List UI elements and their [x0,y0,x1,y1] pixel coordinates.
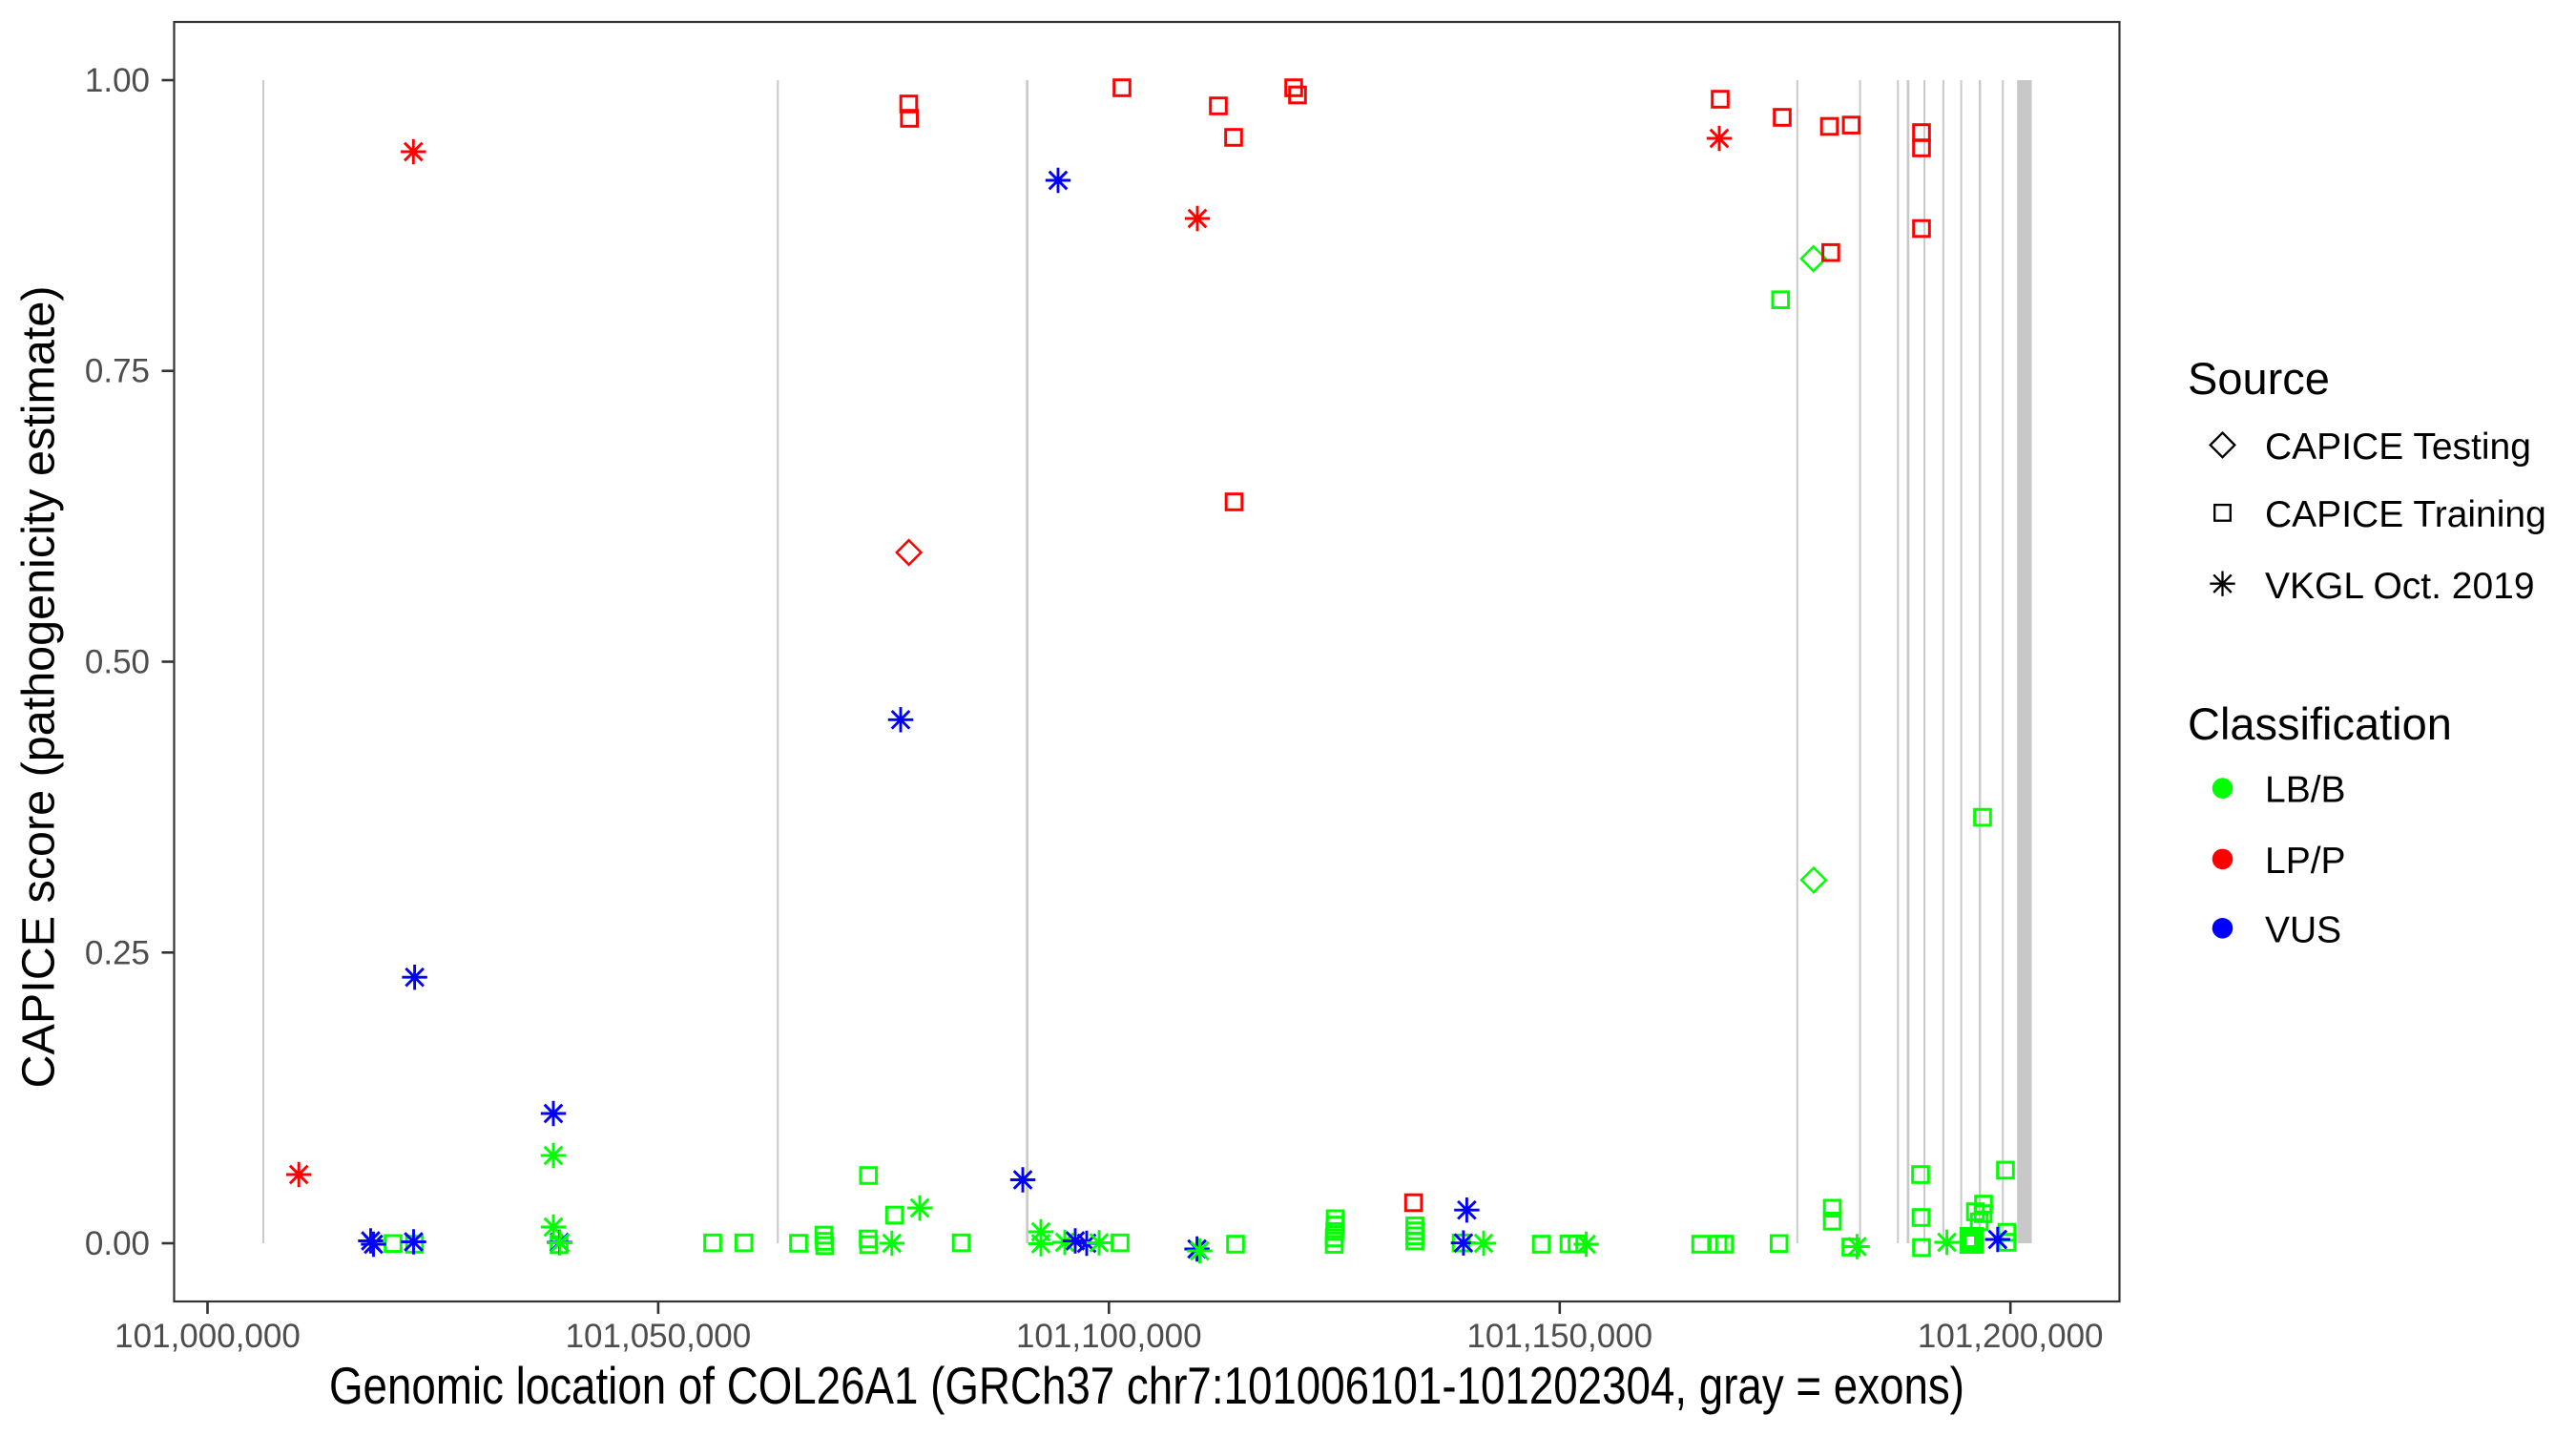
svg-text:CAPICE Training: CAPICE Training [2265,494,2546,535]
svg-text:0.25: 0.25 [85,934,150,971]
svg-text:0.75: 0.75 [85,353,150,390]
svg-text:101,100,000: 101,100,000 [1016,1318,1202,1355]
svg-text:VUS: VUS [2265,909,2341,950]
svg-text:1.00: 1.00 [85,62,150,99]
svg-text:0.50: 0.50 [85,644,150,681]
svg-text:LP/P: LP/P [2265,841,2346,882]
svg-text:CAPICE Testing: CAPICE Testing [2265,427,2531,468]
svg-text:101,150,000: 101,150,000 [1466,1318,1652,1355]
svg-text:0.00: 0.00 [85,1225,150,1262]
svg-text:LB/B: LB/B [2265,770,2346,811]
svg-text:VKGL Oct. 2019: VKGL Oct. 2019 [2265,566,2535,607]
svg-text:Classification: Classification [2188,698,2452,749]
svg-text:Genomic location of COL26A1 (G: Genomic location of COL26A1 (GRCh37 chr7… [329,1356,1964,1415]
svg-text:101,000,000: 101,000,000 [114,1318,301,1355]
svg-text:101,200,000: 101,200,000 [1918,1318,2104,1355]
svg-text:CAPICE score (pathogenicity es: CAPICE score (pathogenicity estimate) [12,285,64,1088]
svg-text:101,050,000: 101,050,000 [566,1318,752,1355]
svg-text:Source: Source [2188,353,2330,404]
